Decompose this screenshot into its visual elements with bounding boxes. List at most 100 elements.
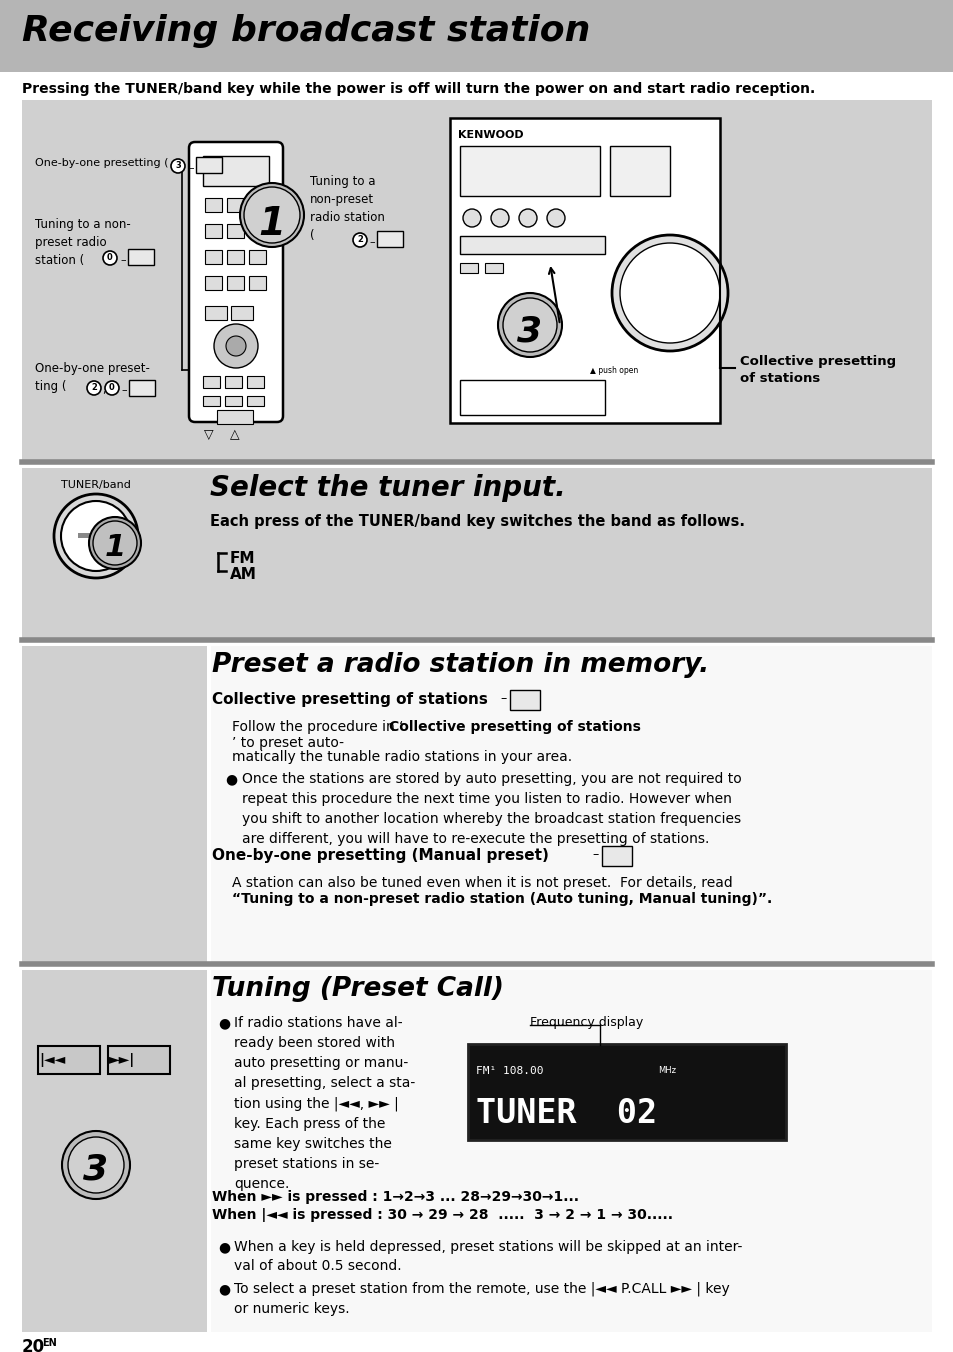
Circle shape [92,521,137,565]
Bar [22,100,931,462]
Text: Tuning to a
non-preset
radio station
(: Tuning to a non-preset radio station ( [310,174,384,242]
Bar [459,237,604,254]
Circle shape [462,210,480,227]
Text: –: – [592,848,598,861]
Bar [227,250,244,264]
Text: EN: EN [42,1338,56,1348]
FancyBboxPatch shape [189,142,283,422]
Text: Tuning to a non-
preset radio
station (: Tuning to a non- preset radio station ( [35,218,131,266]
Text: ●: ● [218,1015,230,1030]
Circle shape [518,210,537,227]
Text: 3: 3 [517,315,542,349]
Bar [227,224,244,238]
Text: Each press of the TUNER/band key switches the band as follows.: Each press of the TUNER/band key switche… [210,514,744,529]
Text: –: – [188,164,193,173]
Text: To select a preset station from the remote, use the |◄◄ P.CALL ►► | key
or numer: To select a preset station from the remo… [233,1282,729,1315]
Bar [227,276,244,289]
Text: 22: 22 [603,848,619,861]
Text: Follow the procedure in ‘: Follow the procedure in ‘ [232,721,403,734]
Bar [38,1046,100,1073]
Text: 22: 22 [377,233,392,243]
Bar [0,0,953,72]
Bar [205,250,222,264]
Text: ►►|: ►►| [109,1053,135,1067]
Text: –: – [120,256,126,265]
Text: Receiving broadcast station: Receiving broadcast station [22,14,590,49]
Text: ▲ push open: ▲ push open [589,366,638,375]
Bar [247,376,264,388]
Text: One-by-one presetting (: One-by-one presetting ( [35,158,169,168]
Text: –: – [121,385,127,395]
Bar [225,376,242,388]
Text: If radio stations have al-
ready been stored with
auto presetting or manu-
al pr: If radio stations have al- ready been st… [233,1015,415,1191]
Text: Frequency display: Frequency display [530,1015,642,1029]
Bar [22,969,207,1332]
Circle shape [54,493,138,579]
Text: When a key is held depressed, preset stations will be skipped at an inter-
val o: When a key is held depressed, preset sta… [233,1240,741,1274]
Bar [205,197,222,212]
Bar [195,157,222,173]
Bar [205,276,222,289]
Text: TUNER/band: TUNER/band [61,480,131,489]
Bar [510,690,539,710]
Circle shape [497,293,561,357]
Text: ▽: ▽ [204,429,213,441]
Text: 1: 1 [258,206,285,243]
Text: ●: ● [218,1282,230,1297]
Text: ●: ● [218,1240,230,1255]
Bar [203,396,220,406]
Text: Collective presetting
of stations: Collective presetting of stations [740,356,895,385]
Text: 2: 2 [356,235,362,245]
Circle shape [502,297,557,352]
Circle shape [612,235,727,352]
Bar [468,1044,785,1140]
Bar [225,396,242,406]
Text: Once the stations are stored by auto presetting, you are not required to
repeat : Once the stations are stored by auto pre… [242,772,741,846]
Circle shape [213,324,257,368]
Text: One-by-one preset-
ting (: One-by-one preset- ting ( [35,362,150,393]
Text: 3: 3 [175,161,181,170]
Text: 21: 21 [512,692,527,704]
Text: 22: 22 [130,383,144,392]
Bar [205,306,227,320]
Text: When |◄◄ is pressed : 30 → 29 → 28  .....  3 → 2 → 1 → 30.....: When |◄◄ is pressed : 30 → 29 → 28 .....… [212,1207,672,1222]
Text: AM: AM [230,566,256,581]
Circle shape [491,210,509,227]
Text: TUNER  02: TUNER 02 [476,1096,657,1130]
Bar [609,146,669,196]
Bar [376,231,402,247]
Text: 22: 22 [196,160,211,169]
Text: 0: 0 [107,254,112,262]
Bar [249,250,266,264]
Text: 3: 3 [83,1153,109,1187]
Bar [211,969,931,1332]
Text: When ►► is pressed : 1→2→3 ... 28→29→30→1...: When ►► is pressed : 1→2→3 ... 28→29→30→… [212,1190,578,1205]
Bar [128,249,153,265]
Circle shape [62,1132,130,1199]
Bar [205,224,222,238]
Bar [459,146,599,196]
Text: 20: 20 [22,1338,45,1352]
Text: Preset a radio station in memory.: Preset a radio station in memory. [212,652,708,677]
Circle shape [353,233,367,247]
Text: FM¹ 108.00: FM¹ 108.00 [476,1065,543,1076]
Text: –: – [369,237,375,247]
Text: Collective presetting of stations: Collective presetting of stations [212,692,487,707]
Bar [247,396,264,406]
Bar [459,264,477,273]
Bar [203,155,269,187]
Circle shape [105,381,119,395]
Bar [459,380,604,415]
Circle shape [546,210,564,227]
Text: MHz: MHz [658,1065,676,1075]
Circle shape [619,243,720,343]
Bar [231,306,253,320]
Text: matically the tunable radio stations in your area.: matically the tunable radio stations in … [232,750,572,764]
Text: ●: ● [225,772,237,786]
Bar [203,376,220,388]
Circle shape [61,502,131,571]
Text: Select the tuner input.: Select the tuner input. [210,475,565,502]
Text: △: △ [230,429,239,441]
Text: Pressing the TUNER/band key while the power is off will turn the power on and st: Pressing the TUNER/band key while the po… [22,82,815,96]
Text: Collective presetting of stations: Collective presetting of stations [389,721,640,734]
